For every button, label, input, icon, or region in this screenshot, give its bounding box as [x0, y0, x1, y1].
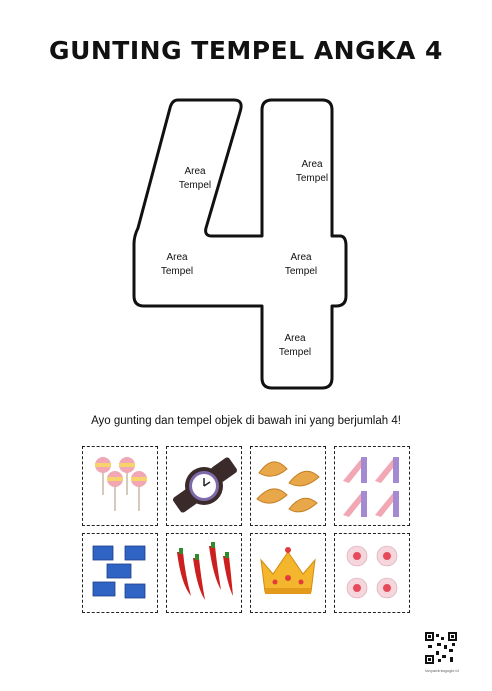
- card-watch[interactable]: [166, 446, 242, 526]
- paste-area-5: Area Tempel: [278, 333, 312, 358]
- card-lollipops[interactable]: [82, 446, 158, 526]
- crown-icon: [260, 547, 316, 594]
- slide-icon: [343, 457, 399, 517]
- pastel-icon: [256, 461, 320, 513]
- flower-icon: [346, 545, 398, 599]
- paste-area-3: Area Tempel: [160, 252, 194, 277]
- number-four-outline: [132, 98, 348, 390]
- card-dumplings[interactable]: [250, 446, 326, 526]
- card-chilies[interactable]: [166, 533, 242, 613]
- qr-caption: tanyaminiagogie.id: [425, 668, 459, 673]
- lollipop-icon: [95, 457, 147, 511]
- chili-icon: [177, 542, 233, 600]
- paste-area-4: Area Tempel: [284, 252, 318, 277]
- watch-icon: [173, 457, 237, 513]
- paste-area-2: Area Tempel: [295, 159, 329, 184]
- qr-code-icon[interactable]: [424, 631, 458, 665]
- card-slides[interactable]: [334, 446, 410, 526]
- paste-area-1: Area Tempel: [178, 166, 212, 191]
- toy-block-icon: [92, 545, 146, 599]
- instruction-text: Ayo gunting dan tempel objek di bawah in…: [91, 415, 401, 427]
- page-title: GUNTING TEMPEL ANGKA 4: [49, 36, 443, 65]
- card-crown[interactable]: [250, 533, 326, 613]
- card-flowers[interactable]: [334, 533, 410, 613]
- card-blocks[interactable]: [82, 533, 158, 613]
